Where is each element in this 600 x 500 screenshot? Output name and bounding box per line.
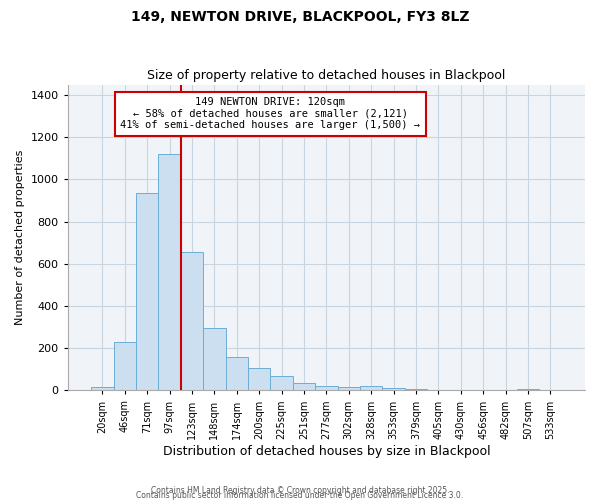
Bar	[248, 368, 271, 390]
Bar	[91, 388, 113, 390]
X-axis label: Distribution of detached houses by size in Blackpool: Distribution of detached houses by size …	[163, 444, 490, 458]
Bar	[226, 356, 248, 390]
Bar	[271, 376, 293, 390]
Text: 149 NEWTON DRIVE: 120sqm
← 58% of detached houses are smaller (2,121)
41% of sem: 149 NEWTON DRIVE: 120sqm ← 58% of detach…	[121, 97, 421, 130]
Title: Size of property relative to detached houses in Blackpool: Size of property relative to detached ho…	[147, 69, 506, 82]
Bar	[158, 154, 181, 390]
Bar	[517, 388, 539, 390]
Bar	[203, 328, 226, 390]
Bar	[315, 386, 338, 390]
Text: 149, NEWTON DRIVE, BLACKPOOL, FY3 8LZ: 149, NEWTON DRIVE, BLACKPOOL, FY3 8LZ	[131, 10, 469, 24]
Bar	[382, 388, 405, 390]
Bar	[293, 383, 315, 390]
Bar	[181, 252, 203, 390]
Y-axis label: Number of detached properties: Number of detached properties	[15, 150, 25, 325]
Text: Contains public sector information licensed under the Open Government Licence 3.: Contains public sector information licen…	[136, 490, 464, 500]
Bar	[136, 193, 158, 390]
Text: Contains HM Land Registry data © Crown copyright and database right 2025.: Contains HM Land Registry data © Crown c…	[151, 486, 449, 495]
Bar	[338, 388, 360, 390]
Bar	[360, 386, 382, 390]
Bar	[113, 342, 136, 390]
